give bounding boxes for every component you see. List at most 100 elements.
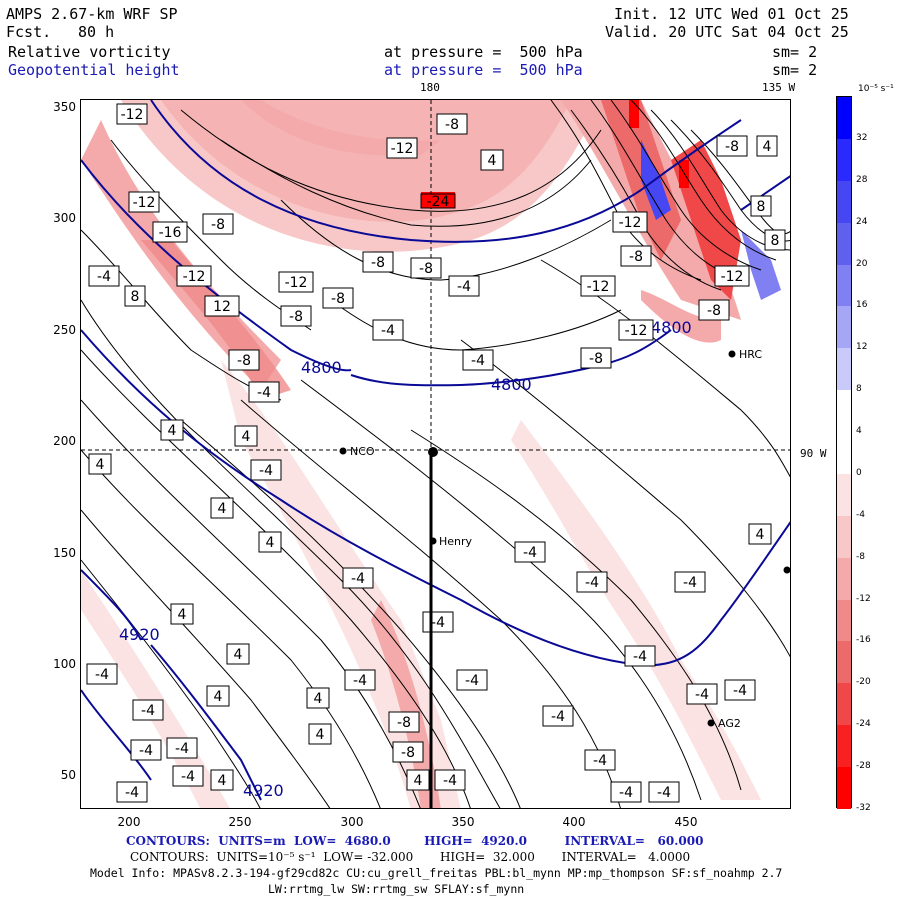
colorbar-segment: [837, 725, 851, 768]
vort-label: -4: [372, 319, 404, 341]
vort-label: -8: [228, 349, 260, 371]
lon-label-90w: 90 W: [800, 447, 827, 460]
colorbar-label: 28: [856, 174, 868, 185]
svg-text:-12: -12: [625, 323, 648, 339]
x-tick: 400: [562, 815, 586, 829]
vort-label: -4: [448, 275, 480, 297]
svg-text:12: 12: [213, 299, 231, 315]
svg-text:-4: -4: [353, 673, 367, 689]
colorbar-segment: [837, 264, 851, 307]
colorbar-segment: [837, 599, 851, 642]
forecast-label: Fcst.: [6, 23, 52, 41]
colorbar: [836, 96, 852, 810]
svg-text:-8: -8: [397, 715, 411, 731]
station-label-henry: Henry: [439, 535, 473, 548]
svg-text:4: 4: [242, 429, 251, 445]
svg-text:-12: -12: [619, 215, 642, 231]
svg-text:-12: -12: [133, 195, 156, 211]
vort-label: -12: [612, 211, 648, 233]
station-label-hrc: HRC: [739, 348, 762, 361]
colorbar-label: 8: [856, 384, 862, 395]
vort-label: -8: [410, 257, 442, 279]
footer-height-contours: CONTOURS: UNITS=m LOW= 4680.0 HIGH= 4920…: [126, 834, 704, 848]
svg-text:-4: -4: [97, 269, 111, 285]
colorbar-segment: [837, 390, 851, 433]
vort-label: -4: [462, 349, 494, 371]
svg-text:-4: -4: [175, 741, 189, 757]
svg-text:-8: -8: [401, 745, 415, 761]
vort-label: -24: [420, 193, 456, 210]
height-labels: 4800 4800 4800 4920 4920: [119, 318, 692, 800]
x-tick: 350: [451, 815, 475, 829]
footer-vorticity-contours: CONTOURS: UNITS=10⁻⁵ s⁻¹ LOW= -32.000 HI…: [130, 850, 691, 864]
svg-text:-4: -4: [125, 785, 139, 801]
station-label-ag2: AG2: [718, 717, 741, 730]
edge-marker: [783, 566, 790, 574]
map-plot-area[interactable]: 4800 4800 4800 4920 4920 -12 -8 -12 4 -1…: [80, 99, 791, 809]
svg-text:4: 4: [756, 527, 765, 543]
vort-label: 4: [234, 425, 258, 447]
field2-level: at pressure = 500 hPa: [384, 61, 583, 79]
colorbar-label: -12: [856, 593, 871, 604]
vort-label: -4: [130, 739, 162, 761]
svg-text:4: 4: [488, 153, 497, 169]
vort-label: 4: [406, 769, 430, 791]
pole-marker: [428, 447, 438, 457]
svg-text:-12: -12: [721, 269, 744, 285]
vort-label: 4: [88, 453, 112, 475]
svg-text:8: 8: [771, 233, 780, 249]
colorbar-label: 32: [856, 132, 868, 143]
height-label-4920: 4920: [243, 781, 284, 800]
vort-label: 4: [308, 723, 332, 745]
height-contours: [81, 100, 790, 801]
colorbar-segment: [837, 557, 851, 601]
svg-text:-4: -4: [351, 571, 365, 587]
colorbar-unit: 10⁻⁵ s⁻¹: [858, 84, 894, 94]
vorticity-contours: [81, 100, 790, 808]
vort-label: -8: [620, 245, 652, 267]
svg-text:-8: -8: [371, 255, 385, 271]
vort-label: 4: [210, 769, 234, 791]
svg-text:-8: -8: [589, 351, 603, 367]
svg-text:8: 8: [757, 199, 766, 215]
field1-name: Relative vorticity: [8, 43, 171, 61]
svg-text:-4: -4: [257, 385, 271, 401]
valid-time: Valid. 20 UTC Sat 04 Oct 25: [605, 23, 849, 41]
vort-label: -4: [624, 645, 656, 667]
svg-text:-4: -4: [683, 575, 697, 591]
vort-label: -12: [128, 191, 160, 213]
vort-label: -8: [392, 741, 424, 763]
svg-text:-12: -12: [391, 141, 414, 157]
svg-text:-8: -8: [237, 353, 251, 369]
svg-text:4: 4: [266, 535, 275, 551]
vort-label: -4: [456, 669, 488, 691]
vort-label: -4: [576, 571, 608, 593]
svg-text:4: 4: [218, 501, 227, 517]
vort-label: -12: [580, 275, 616, 297]
height-label-4920: 4920: [119, 625, 160, 644]
colorbar-label: 24: [856, 216, 868, 227]
lon-label-135w: 135 W: [762, 81, 796, 94]
vort-label: -4: [686, 683, 718, 705]
station-marker-henry: [429, 537, 437, 545]
lon-label-180: 180: [420, 81, 440, 94]
vort-label: -4: [724, 679, 756, 701]
footer-model-info: Model Info: MPASv8.2.3-194-gf29cd82c CU:…: [90, 866, 783, 880]
vort-label: -8: [698, 299, 730, 321]
vort-label: -4: [344, 669, 376, 691]
svg-text:-4: -4: [733, 683, 747, 699]
colorbar-segment: [837, 641, 851, 684]
svg-text:-4: -4: [551, 709, 565, 725]
svg-text:-4: -4: [181, 769, 195, 785]
vort-label: -12: [386, 137, 418, 159]
vort-label: -4: [648, 781, 680, 803]
colorbar-segment: [837, 473, 851, 517]
colorbar-label: -8: [856, 551, 865, 562]
svg-text:-12: -12: [587, 279, 610, 295]
y-tick: 300: [53, 211, 76, 225]
colorbar-label: 12: [856, 342, 868, 353]
vort-label: -16: [152, 221, 188, 243]
svg-text:-8: -8: [289, 309, 303, 325]
vort-label: -8: [362, 251, 394, 273]
colorbar-segment: [837, 683, 851, 726]
